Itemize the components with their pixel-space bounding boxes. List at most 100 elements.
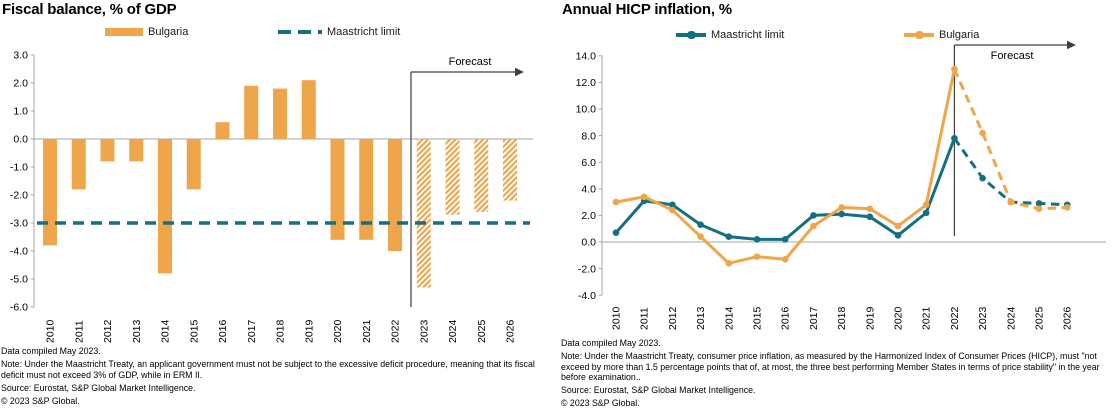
forecast-label: Forecast — [449, 56, 492, 68]
x-tick-label: 2022 — [949, 306, 961, 330]
x-tick-label: 2025 — [476, 319, 488, 343]
x-tick-label: 2021 — [361, 319, 373, 343]
x-tick-label: 2010 — [611, 306, 623, 330]
x-tick-label: 2013 — [695, 306, 707, 330]
line-forecast-dashed — [953, 137, 1068, 207]
y-tick-label: 0.0 — [13, 134, 28, 146]
bar-2012 — [100, 139, 115, 162]
y-tick-label: 2.0 — [581, 210, 596, 222]
x-tick-label: 2014 — [160, 319, 172, 343]
y-tick-label: 4.0 — [581, 184, 596, 196]
bar-2015 — [186, 139, 201, 190]
marker-2011 — [640, 193, 648, 201]
line-solid — [614, 137, 956, 241]
bar-2020 — [330, 139, 345, 240]
y-tick-label: 8.0 — [581, 130, 596, 142]
legend-label: Maastricht limit — [711, 29, 785, 41]
x-tick-label: 2012 — [102, 319, 114, 343]
legend-label: Bulgaria — [939, 29, 980, 41]
methodology-note: Note: Under the Maastricht Treaty, consu… — [561, 351, 1100, 382]
series-orange — [612, 65, 1071, 267]
x-tick-label: 2024 — [1005, 306, 1017, 330]
marker-2015 — [753, 253, 761, 260]
y-tick-label: -6.0 — [10, 302, 28, 314]
maastricht-dash-swatch-icon — [278, 30, 322, 34]
x-axis: 2010 2011 2012 2013 2014 2015 2016 2017 2018 2019… — [45, 319, 517, 343]
y-axis: 14.0 12.0 10.0 8.0 6.0 4.0 2.0 0.0 -2.0 -4.0 — [576, 51, 603, 302]
x-tick-label: 2015 — [188, 319, 200, 343]
legend-label: Bulgaria — [148, 26, 189, 38]
marker-2021 — [922, 209, 930, 217]
fiscal-balance-chart-panel: Fiscal balance, % of GDP Bulgaria Maastr… — [0, 0, 545, 419]
x-tick-label: 2020 — [332, 319, 344, 343]
x-tick-label: 2026 — [1062, 306, 1074, 330]
legend-item-maastricht-limit: Maastricht limit — [278, 26, 400, 38]
marker-2013 — [697, 233, 704, 240]
forecast-arrowhead-icon — [515, 67, 524, 77]
y-tick-label: -1.0 — [10, 162, 28, 174]
forecast-label: Forecast — [991, 50, 1034, 62]
y-tick-label: 3.0 — [13, 50, 28, 62]
y-tick-label: -5.0 — [10, 274, 28, 286]
forecast-arrowhead-icon — [1067, 40, 1076, 50]
hicp-inflation-chart-panel: Annual HICP inflation, % Maastricht limi… — [560, 0, 1115, 419]
marker-2010 — [612, 198, 620, 206]
bar-2024 — [445, 139, 460, 215]
y-tick-label: 6.0 — [581, 157, 596, 169]
marker-2019 — [866, 213, 874, 221]
x-axis: 2010 2011 2012 2013 2014 2015 2016 2017 2018 2019… — [611, 306, 1074, 330]
marker-2023 — [979, 174, 986, 182]
y-tick-label: 14.0 — [576, 51, 597, 63]
bar-2021 — [359, 139, 374, 240]
source-line: Source: Eurostat, S&P Global Market Inte… — [1, 382, 196, 393]
marker-2016 — [781, 236, 789, 243]
bulgaria-bar-swatch-icon — [105, 28, 143, 36]
bulgaria-line-swatch-icon — [904, 30, 934, 39]
marker-2010 — [612, 229, 620, 236]
x-tick-label: 2021 — [921, 306, 933, 330]
marker-2018 — [838, 210, 845, 218]
series-teal — [612, 134, 1071, 243]
marker-2014 — [725, 233, 733, 240]
bar-2026 — [503, 139, 517, 201]
marker-2016 — [781, 255, 789, 263]
marker-2018 — [838, 204, 845, 211]
marker-2020 — [894, 232, 902, 239]
x-tick-label: 2011 — [639, 307, 651, 330]
y-tick-label: 12.0 — [576, 77, 597, 89]
marker-2026 — [1063, 204, 1071, 211]
hicp-chart-title: Annual HICP inflation, % — [562, 1, 732, 18]
x-tick-label: 2026 — [505, 319, 517, 343]
data-compiled-note: Data compiled May 2023. — [561, 338, 661, 348]
line-forecast-dashed — [953, 68, 1068, 211]
bar-2017 — [244, 85, 259, 139]
marker-2019 — [866, 205, 874, 213]
x-tick-label: 2015 — [752, 306, 764, 330]
y-tick-label: -3.0 — [10, 218, 28, 230]
fiscal-chart-title: Fiscal balance, % of GDP — [2, 1, 177, 18]
x-tick-label: 2018 — [836, 306, 848, 330]
bars — [43, 80, 517, 288]
legend-item-maastricht-limit: Maastricht limit — [676, 29, 784, 41]
marker-2014 — [725, 259, 733, 267]
marker-2025 — [1035, 200, 1043, 207]
legend-item-bulgaria: Bulgaria — [904, 29, 979, 41]
x-tick-label: 2020 — [893, 306, 905, 330]
forecast-annotation: Forecast — [953, 40, 1076, 236]
marker-2022 — [951, 65, 958, 73]
marker-2025 — [1035, 205, 1043, 213]
marker-2012 — [669, 201, 676, 209]
bar-2023 — [416, 139, 431, 288]
y-tick-label: -2.0 — [10, 190, 28, 202]
maastricht-line-swatch-icon — [676, 30, 706, 39]
bar-2018 — [273, 88, 287, 139]
legend-label: Maastricht limit — [327, 26, 401, 38]
x-tick-label: 2016 — [780, 306, 792, 330]
x-tick-label: 2010 — [45, 319, 57, 343]
marker-2024 — [1007, 198, 1015, 206]
x-tick-label: 2017 — [808, 306, 820, 330]
y-tick-label: 2.0 — [13, 78, 28, 90]
x-tick-label: 2025 — [1034, 306, 1046, 330]
bar-2025 — [474, 139, 489, 212]
x-tick-label: 2014 — [723, 306, 735, 330]
